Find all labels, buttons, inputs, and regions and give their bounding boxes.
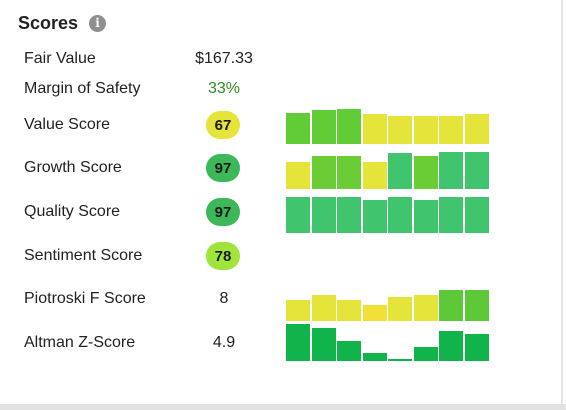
- quality-score-history-bar-7: [439, 197, 463, 233]
- value-score-history-bar-2: [312, 110, 336, 144]
- altman-history-bar-7: [439, 331, 463, 361]
- altman-history-bar-5: [388, 359, 412, 361]
- growth-score-history-bar-1: [286, 162, 310, 189]
- piotroski-history-bar-5: [388, 297, 412, 321]
- growth-score-history-bar-6: [414, 156, 438, 189]
- altman-chart[interactable]: [286, 323, 490, 361]
- value-score-chart[interactable]: [286, 106, 490, 144]
- altman-history-bar-2: [312, 328, 336, 361]
- sentiment-score-row: Sentiment Score 78: [0, 241, 560, 271]
- quality-score-history-bar-4: [363, 200, 387, 233]
- piotroski-history-bar-2: [312, 295, 336, 321]
- altman-label: Altman Z-Score: [24, 334, 136, 351]
- fair-value-value: $167.33: [195, 50, 253, 67]
- piotroski-history-bar-7: [439, 290, 463, 321]
- info-icon[interactable]: i: [89, 14, 107, 32]
- piotroski-history-bar-8: [465, 290, 489, 321]
- piotroski-value: 8: [219, 290, 229, 307]
- growth-score-label: Growth Score: [24, 159, 122, 176]
- margin-of-safety-value: 33%: [207, 80, 241, 97]
- piotroski-history-bar-4: [363, 305, 387, 321]
- value-score-label: Value Score: [24, 116, 110, 133]
- value-score-row: Value Score 67: [0, 109, 560, 144]
- panel-bottom-edge: [0, 404, 566, 410]
- panel-divider: [561, 0, 563, 410]
- fair-value-row: Fair Value $167.33: [0, 44, 560, 74]
- piotroski-history-bar-1: [286, 300, 310, 321]
- sentiment-score-label: Sentiment Score: [24, 247, 143, 264]
- margin-of-safety-label: Margin of Safety: [24, 80, 141, 97]
- altman-history-bar-8: [465, 334, 489, 361]
- altman-history-bar-1: [286, 324, 310, 361]
- value-score-history-bar-4: [363, 114, 387, 144]
- piotroski-label: Piotroski F Score: [24, 290, 146, 307]
- altman-history-bar-6: [414, 347, 438, 361]
- value-score-history-bar-3: [337, 109, 361, 144]
- quality-score-history-bar-5: [388, 197, 412, 233]
- quality-score-history-bar-8: [465, 197, 489, 233]
- quality-score-history-bar-1: [286, 197, 310, 233]
- value-score-history-bar-5: [388, 116, 412, 144]
- value-score-history-bar-6: [414, 116, 438, 144]
- growth-score-history-bar-5: [388, 153, 412, 189]
- value-score-history-bar-7: [439, 116, 463, 144]
- quality-score-badge[interactable]: 97: [206, 198, 240, 226]
- growth-score-history-bar-8: [465, 152, 489, 189]
- altman-history-bar-3: [337, 341, 361, 361]
- piotroski-history-bar-6: [414, 295, 438, 321]
- growth-score-chart[interactable]: [286, 151, 490, 189]
- quality-score-label: Quality Score: [24, 203, 121, 220]
- growth-score-history-bar-4: [363, 162, 387, 189]
- growth-score-row: Growth Score 97: [0, 152, 560, 189]
- quality-score-row: Quality Score 97: [0, 197, 560, 233]
- panel-header: Scores i: [18, 11, 107, 35]
- margin-of-safety-row: Margin of Safety 33%: [0, 74, 560, 104]
- piotroski-row: Piotroski F Score 8: [0, 284, 560, 321]
- altman-history-bar-4: [363, 353, 387, 361]
- quality-score-history-bar-6: [414, 200, 438, 233]
- quality-score-history-bar-2: [312, 197, 336, 233]
- piotroski-history-bar-3: [337, 300, 361, 321]
- quality-score-chart[interactable]: [286, 195, 490, 233]
- growth-score-history-bar-2: [312, 156, 336, 189]
- quality-score-history-bar-3: [337, 197, 361, 233]
- altman-value: 4.9: [212, 334, 236, 351]
- growth-score-badge[interactable]: 97: [206, 154, 240, 182]
- growth-score-history-bar-7: [439, 152, 463, 189]
- value-score-badge[interactable]: 67: [206, 111, 240, 139]
- fair-value-label: Fair Value: [24, 50, 96, 67]
- altman-row: Altman Z-Score 4.9: [0, 324, 560, 361]
- growth-score-history-bar-3: [337, 156, 361, 189]
- piotroski-chart[interactable]: [286, 283, 490, 321]
- sentiment-score-badge[interactable]: 78: [206, 242, 240, 270]
- value-score-history-bar-8: [465, 114, 489, 144]
- value-score-history-bar-1: [286, 113, 310, 144]
- panel-title: Scores: [18, 12, 79, 33]
